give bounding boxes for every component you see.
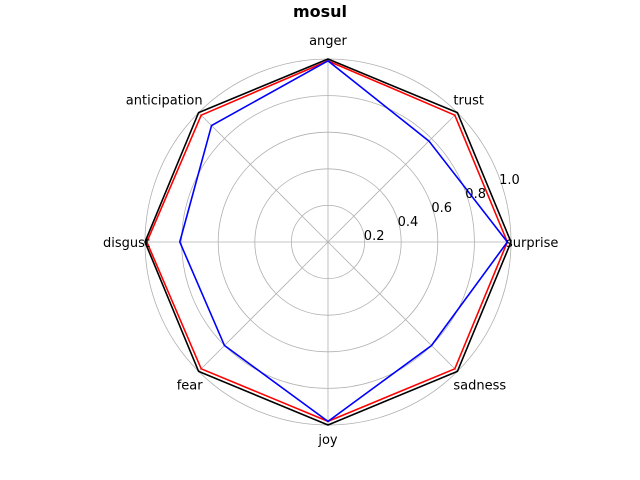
chart-title: mosul [293, 2, 347, 21]
rtick-label-0.8: 0.8 [465, 187, 486, 202]
spoke-trust [327, 112, 458, 243]
series-0-line [144, 58, 512, 426]
series-1-line [145, 59, 509, 423]
radar-grid [144, 58, 512, 426]
radar-series [144, 58, 512, 426]
axis-label-disgust: disgust [103, 236, 150, 251]
axis-label-sadness: sadness [453, 378, 506, 393]
axis-label-anticipation: anticipation [126, 94, 203, 109]
axis-label-trust: trust [453, 94, 484, 109]
series-2-line [178, 59, 509, 423]
rtick-label-1.0: 1.0 [499, 173, 520, 188]
axis-label-anger: anger [309, 34, 347, 49]
rtick-label-0.6: 0.6 [431, 201, 452, 216]
axis-labels: surprise trust anger anticipation disgust fea… [103, 34, 558, 448]
spoke-fear [198, 241, 329, 372]
rtick-label-0.4: 0.4 [398, 215, 419, 230]
axis-label-joy: joy [317, 433, 338, 448]
axis-label-surprise: surprise [506, 236, 558, 251]
spoke-sadness [327, 241, 458, 372]
axis-label-fear: fear [177, 378, 204, 393]
rtick-label-0.2: 0.2 [364, 229, 385, 244]
spoke-anticipation [198, 112, 329, 243]
radial-tick-labels: 0.2 0.4 0.6 0.8 1.0 [364, 173, 520, 244]
